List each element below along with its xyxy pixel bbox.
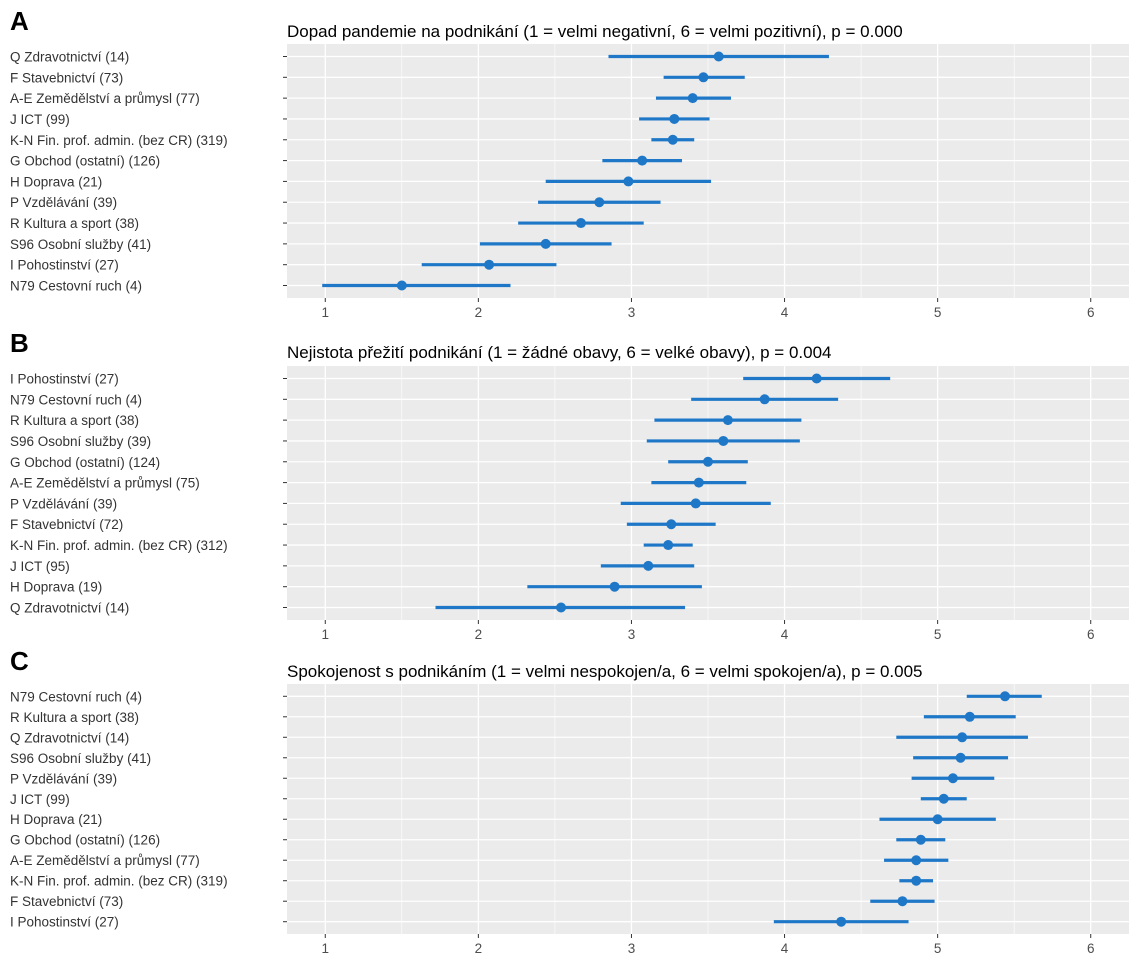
data-point [663, 540, 674, 551]
x-tick-label: 6 [1087, 941, 1095, 956]
category-label: H Doprava (19) [10, 580, 102, 595]
category-label: G Obchod (ostatní) (124) [10, 455, 160, 470]
data-point [718, 435, 729, 446]
category-label: F Stavebnictví (73) [10, 894, 123, 909]
category-label: Q Zdravotnictví (14) [10, 601, 129, 616]
category-label: I Pohostinství (27) [10, 371, 119, 386]
category-label: I Pohostinství (27) [10, 915, 119, 930]
data-point [484, 259, 495, 270]
x-tick-label: 3 [628, 941, 636, 956]
data-point [575, 218, 586, 229]
category-label: P Vzdělávání (39) [10, 496, 117, 511]
data-point [698, 72, 709, 83]
category-label: P Vzdělávání (39) [10, 771, 117, 786]
data-point [999, 691, 1010, 702]
category-label: J ICT (99) [10, 792, 70, 807]
data-point [932, 814, 943, 825]
category-label: R Kultura a sport (38) [10, 216, 139, 231]
category-label: A-E Zemědělství a průmysl (77) [10, 853, 200, 868]
panel-letter: B [10, 328, 29, 358]
category-label: S96 Osobní služby (41) [10, 751, 151, 766]
category-label: N79 Cestovní ruch (4) [10, 689, 142, 704]
data-point [911, 855, 922, 866]
panel-letter: A [10, 6, 29, 36]
data-point [713, 51, 724, 62]
category-label: S96 Osobní služby (41) [10, 237, 151, 252]
category-label: J ICT (95) [10, 559, 70, 574]
category-label: G Obchod (ostatní) (126) [10, 833, 160, 848]
category-label: I Pohostinství (27) [10, 258, 119, 273]
category-label: K-N Fin. prof. admin. (bez CR) (319) [10, 133, 228, 148]
x-tick-label: 6 [1087, 305, 1095, 320]
data-point [643, 560, 654, 571]
category-label: J ICT (99) [10, 112, 70, 127]
data-point [911, 875, 922, 886]
data-point [540, 238, 551, 249]
data-point [722, 415, 733, 426]
category-label: R Kultura a sport (38) [10, 710, 139, 725]
data-point [759, 394, 770, 405]
x-tick-label: 3 [628, 305, 636, 320]
panel-title: Dopad pandemie na podnikání (1 = velmi n… [287, 22, 903, 41]
category-label: K-N Fin. prof. admin. (bez CR) (319) [10, 874, 228, 889]
category-label: A-E Zemědělství a průmysl (77) [10, 91, 200, 106]
category-label: A-E Zemědělství a průmysl (75) [10, 476, 200, 491]
data-point [667, 134, 678, 145]
category-label: K-N Fin. prof. admin. (bez CR) (312) [10, 538, 228, 553]
x-tick-label: 1 [322, 627, 330, 642]
category-label: Q Zdravotnictví (14) [10, 49, 129, 64]
data-point [690, 498, 701, 509]
x-tick-label: 5 [934, 941, 942, 956]
data-point [556, 602, 567, 613]
category-label: H Doprava (21) [10, 812, 102, 827]
data-point [915, 834, 926, 845]
data-point [897, 896, 908, 907]
data-point [623, 176, 634, 187]
x-tick-label: 2 [475, 305, 483, 320]
data-point [687, 93, 698, 104]
data-point [964, 711, 975, 722]
x-tick-label: 6 [1087, 627, 1095, 642]
x-tick-label: 4 [781, 305, 789, 320]
category-label: S96 Osobní služby (39) [10, 434, 151, 449]
x-tick-label: 4 [781, 627, 789, 642]
data-point [594, 197, 605, 208]
data-point [836, 916, 847, 927]
category-label: P Vzdělávání (39) [10, 195, 117, 210]
data-point [666, 519, 677, 530]
category-label: N79 Cestovní ruch (4) [10, 392, 142, 407]
x-tick-label: 2 [475, 941, 483, 956]
category-label: Q Zdravotnictví (14) [10, 730, 129, 745]
x-tick-label: 2 [475, 627, 483, 642]
category-label: G Obchod (ostatní) (126) [10, 154, 160, 169]
category-label: R Kultura a sport (38) [10, 413, 139, 428]
data-point [609, 581, 620, 592]
x-tick-label: 1 [322, 305, 330, 320]
category-label: F Stavebnictví (72) [10, 517, 123, 532]
data-point [811, 373, 822, 384]
data-point [637, 155, 648, 166]
data-point [955, 752, 966, 763]
panel-title: Nejistota přežití podnikání (1 = žádné o… [287, 343, 832, 362]
panel-letter: C [10, 646, 29, 676]
x-tick-label: 5 [934, 627, 942, 642]
data-point [957, 732, 968, 743]
data-point [703, 456, 713, 467]
data-point [693, 477, 704, 488]
category-label: F Stavebnictví (73) [10, 70, 123, 85]
data-point [396, 280, 407, 291]
category-label: N79 Cestovní ruch (4) [10, 279, 142, 294]
x-tick-label: 5 [934, 305, 942, 320]
x-tick-label: 3 [628, 627, 636, 642]
x-tick-label: 4 [781, 941, 789, 956]
panel-title: Spokojenost s podnikáním (1 = velmi nesp… [287, 662, 923, 681]
category-label: H Doprava (21) [10, 174, 102, 189]
x-tick-label: 1 [322, 941, 330, 956]
data-point [669, 113, 680, 124]
data-point [947, 773, 958, 784]
data-point [938, 793, 949, 804]
